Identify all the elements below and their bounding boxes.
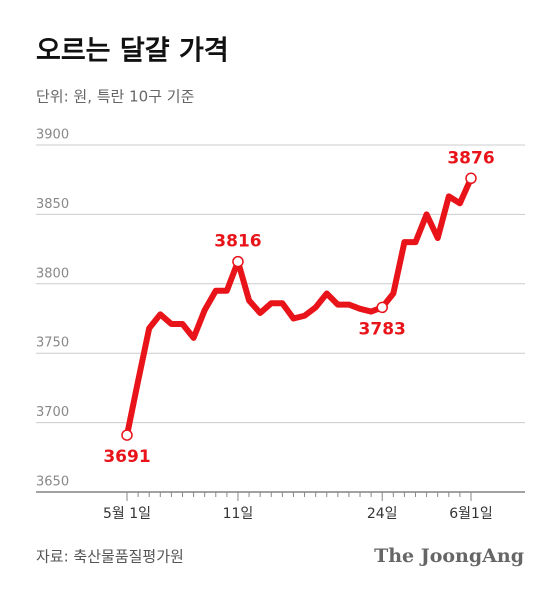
point xyxy=(465,172,477,185)
point xyxy=(232,255,244,268)
y-tick-label: 3800 xyxy=(36,266,69,281)
point xyxy=(121,429,133,441)
data-label: 3783 xyxy=(359,319,406,339)
x-tick-label: 5월 1일 xyxy=(103,506,151,522)
y-tick-label: 3900 xyxy=(36,128,69,143)
chart-subtitle: 단위: 원, 특란 10구 기준 xyxy=(36,88,195,106)
x-tick-label: 11일 xyxy=(223,506,254,522)
x-tick-label: 24일 xyxy=(367,506,398,522)
source: 자료: 축산물품질평가원 xyxy=(36,548,184,566)
chart-title: 오르는 달걀 가격 xyxy=(36,36,229,67)
publisher: The JoongAng xyxy=(374,545,524,567)
data-label: 3691 xyxy=(103,447,150,467)
line xyxy=(124,175,474,439)
point xyxy=(376,301,388,314)
y-tick-label: 3650 xyxy=(36,475,69,490)
y-tick-label: 3700 xyxy=(36,405,69,420)
y-tick-label: 3850 xyxy=(36,197,69,212)
data-label: 3816 xyxy=(214,232,261,252)
y-tick-label: 3750 xyxy=(36,336,69,351)
x-tick-label: 6월1일 xyxy=(449,506,493,522)
data-label: 3876 xyxy=(447,148,494,168)
